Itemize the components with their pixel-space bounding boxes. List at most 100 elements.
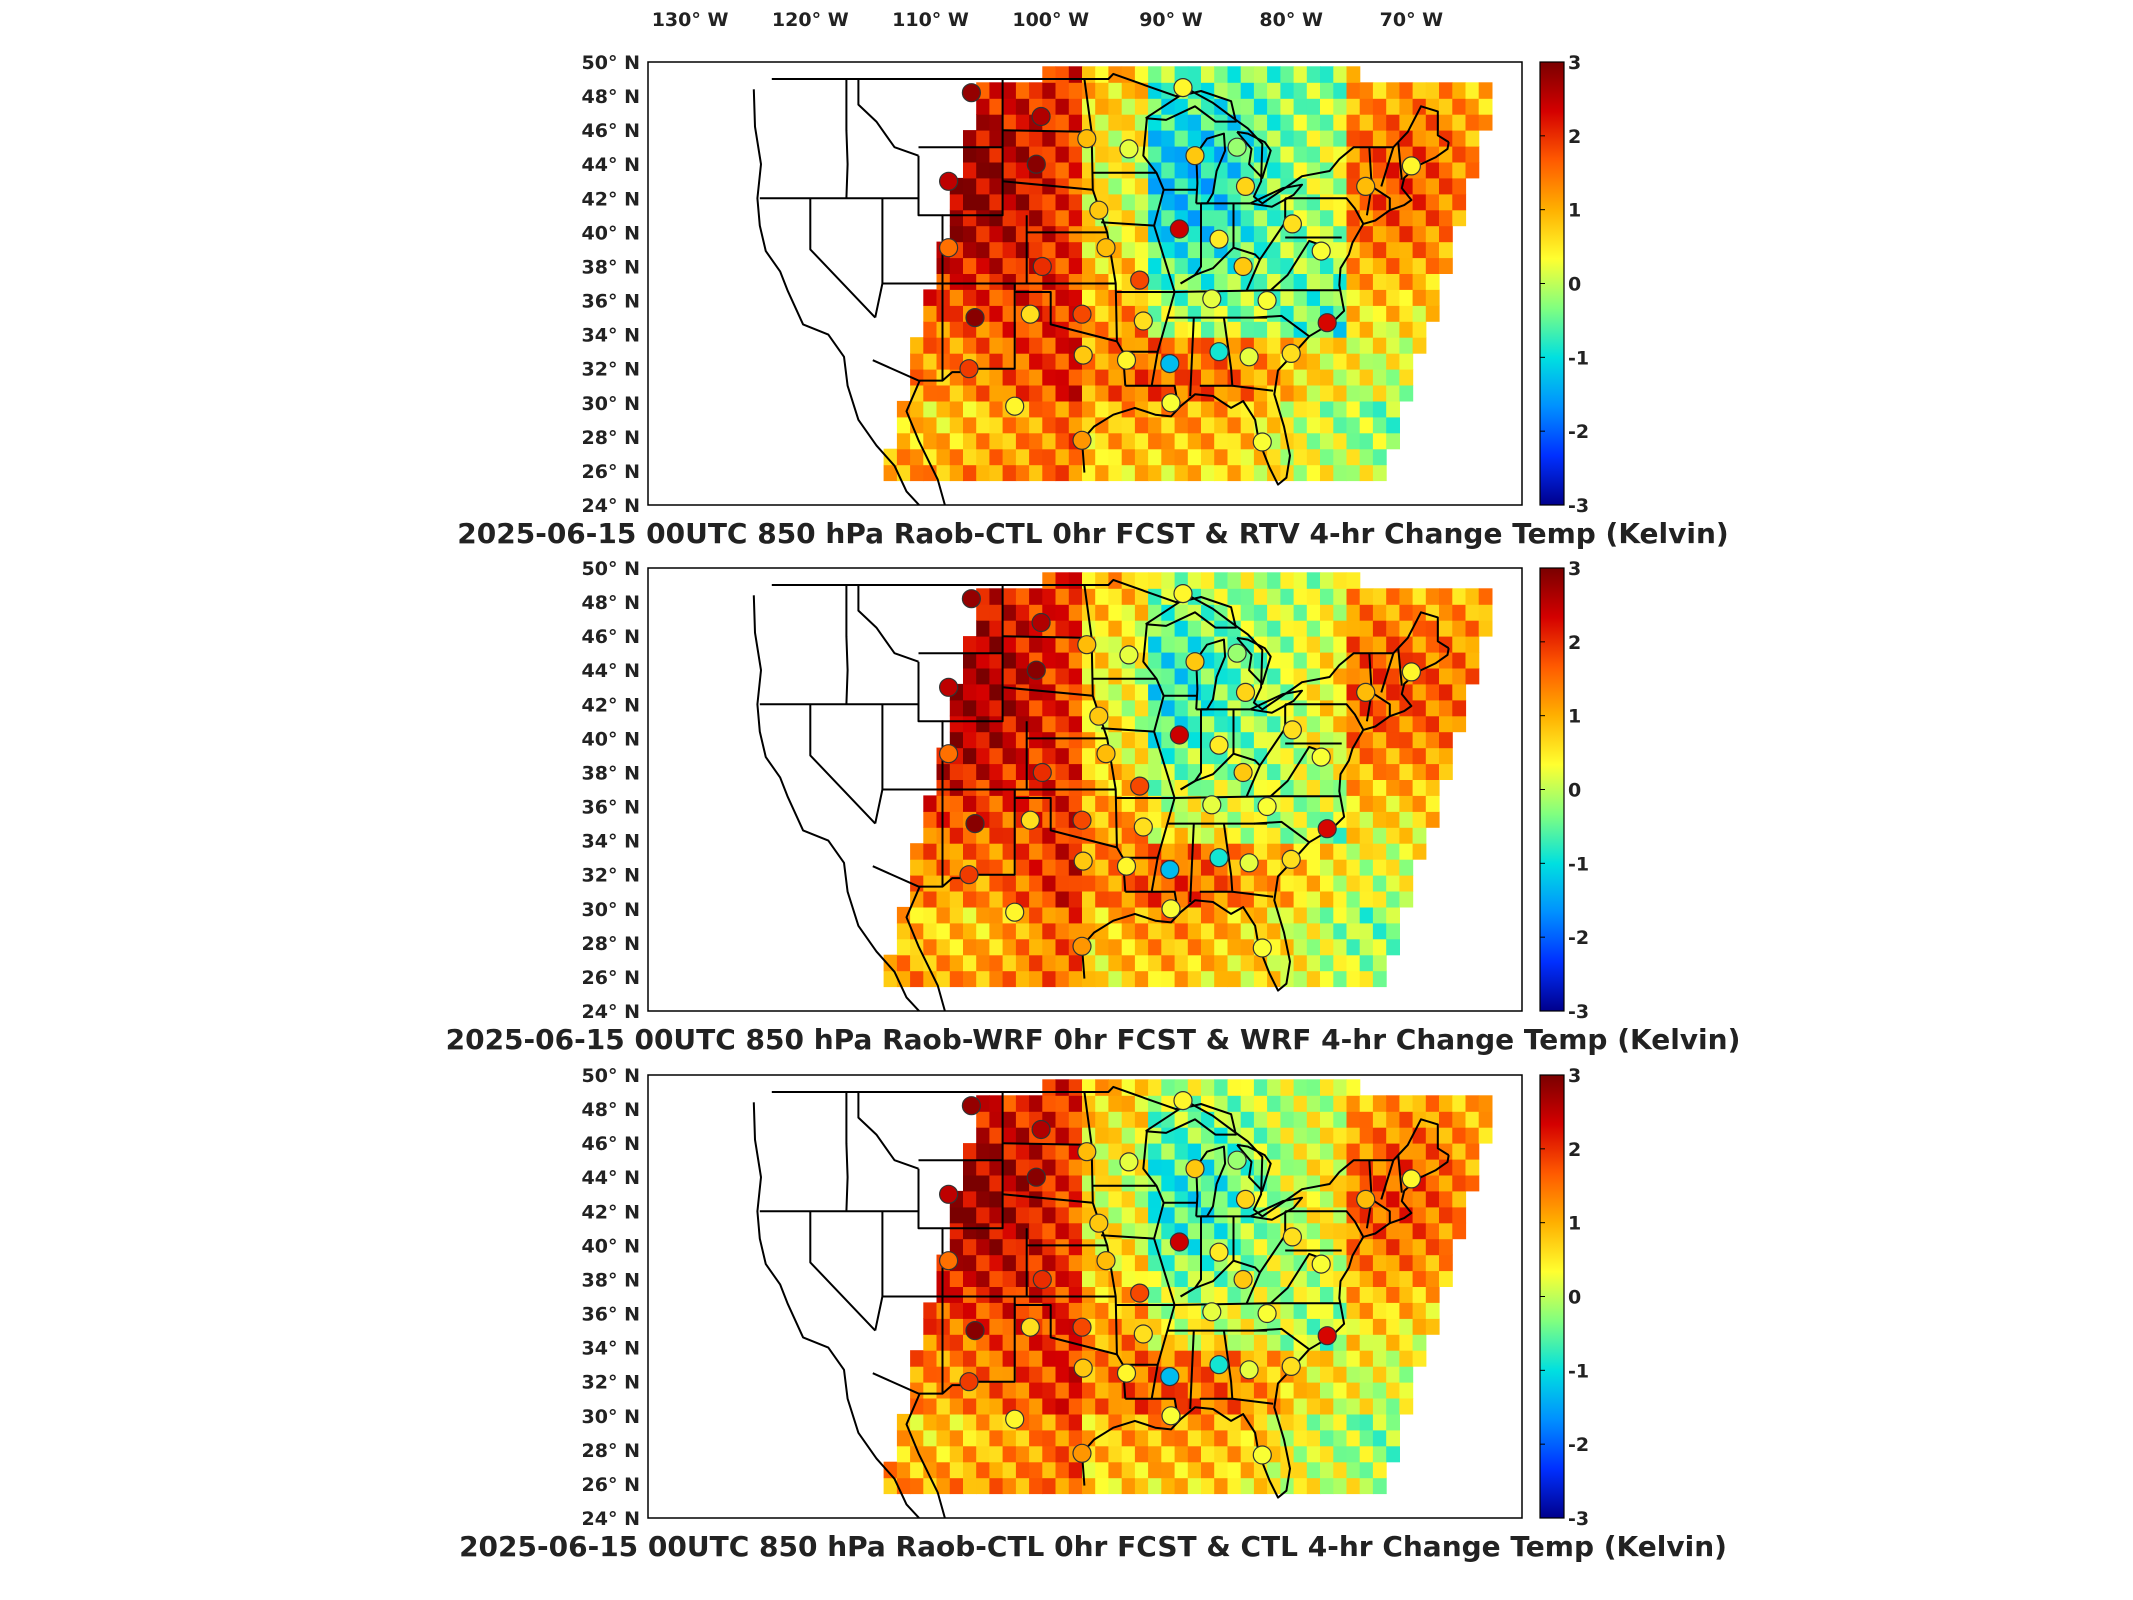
latitude-axis-labels: 50° N 48° N 46° N 44° N 42° N 40° N 38° N 36° N… [582,52,640,517]
raob-station-marker [1252,938,1272,958]
longitude-axis-labels: 130° W 120° W 110° W 100° W 90° W 80° W 70° W [652,9,1443,31]
colorbar: 3 2 1 0 -1 -2 -3 [1539,1065,1589,1530]
raob-station-marker [1160,859,1180,880]
latitude-label: 50° N [582,558,640,580]
raob-station-marker [1072,304,1092,324]
raob-station-marker [1252,432,1272,452]
raob-station-marker [1169,725,1190,745]
raob-station-marker [961,83,982,103]
raob-station-marker [1020,810,1040,830]
raob-station-marker [1073,851,1093,871]
raob-station-marker [1233,256,1253,277]
raob-station-marker [1173,77,1193,98]
raob-station-marker [1133,311,1153,331]
latitude-label: 30° N [582,1406,640,1428]
raob-station-marker [1133,817,1153,837]
colorbar-tick-label: 2 [1568,1139,1581,1161]
latitude-label: 38° N [582,763,640,785]
raob-station-marker [1257,796,1277,817]
raob-station-marker [1133,1324,1153,1344]
raob-station-marker [1317,313,1337,333]
raob-station-marker [1235,176,1256,196]
latitude-label: 32° N [582,359,640,381]
raob-station-marker [1356,1189,1376,1210]
latitude-label: 24° N [582,495,640,517]
map-frame [647,567,1523,1012]
raob-station-marker [1116,856,1137,876]
raob-station-marker [1185,146,1205,166]
raob-station-marker [1209,229,1229,249]
latitude-label: 24° N [582,1508,640,1530]
raob-station-marker [1077,129,1097,149]
raob-station-marker [1235,1189,1256,1210]
raob-station-marker [1185,652,1205,672]
colorbar-tick-label: 0 [1568,274,1581,296]
raob-station-marker [1202,1302,1222,1322]
colorbar-tick-label: -2 [1568,927,1589,949]
latitude-label: 34° N [582,325,640,347]
raob-station-marker [1119,139,1139,159]
raob-station-marker [1161,393,1181,413]
raob-station-marker [1032,256,1052,277]
latitude-label: 44° N [582,154,640,176]
raob-station-marker [1026,1167,1046,1187]
raob-station-marker [1233,762,1253,783]
raob-station-marker [1032,1269,1052,1290]
colorbar-tick-label: -3 [1568,1001,1589,1023]
colorbar-tick-label: 2 [1568,632,1581,654]
raob-station-marker [959,1372,979,1392]
longitude-label: 130° W [652,9,729,31]
map-frame [647,1074,1523,1519]
raob-station-marker [1281,849,1301,870]
raob-station-marker [1077,1142,1097,1162]
raob-station-marker [1169,1232,1190,1252]
raob-station-marker [1252,1445,1272,1465]
raob-station-marker [1282,214,1303,234]
colorbar-tick-label: -1 [1568,1360,1589,1382]
raob-station-marker [959,865,979,885]
raob-station-marker [1281,1356,1301,1377]
map-panel-rtv: 50° N 48° N 46° N 44° N 42° N 40° N 38° N 36° N… [457,52,1728,550]
raob-station-marker [1239,853,1259,873]
raob-station-marker [1161,899,1181,919]
raob-station-marker [1089,706,1109,726]
raob-station-marker [938,1184,959,1204]
raob-station-marker [1281,343,1301,363]
raob-station-marker [1173,1090,1193,1111]
latitude-label: 40° N [582,222,640,244]
raob-station-marker [1072,1443,1092,1463]
colorbar-tick-label: 1 [1568,1213,1581,1235]
raob-station-marker [1173,583,1193,604]
raob-station-marker [1401,1169,1422,1189]
raob-station-marker [1089,200,1109,220]
raob-stations [938,77,1422,452]
latitude-label: 32° N [582,1372,640,1394]
raob-station-marker [1031,106,1051,127]
raob-station-marker [1005,902,1025,922]
map-panels: 50° N 48° N 46° N 44° N 42° N 40° N 38° N 36° N… [446,52,1741,1563]
longitude-label: 100° W [1012,9,1089,31]
longitude-label: 120° W [772,9,849,31]
raob-station-marker [1317,1326,1337,1346]
raob-station-marker [1096,238,1116,258]
colorbar-tick-label: 2 [1568,126,1581,148]
raob-station-marker [1239,1360,1259,1380]
raob-station-marker [1031,1119,1051,1140]
longitude-label: 110° W [892,9,969,31]
raob-station-marker [1020,304,1040,324]
raob-station-marker [1160,1366,1180,1387]
latitude-label: 34° N [582,1338,640,1360]
latitude-label: 42° N [582,188,640,210]
colorbar-tick-label: 3 [1568,1065,1581,1087]
raob-station-marker [1096,744,1116,764]
map-panel-wrf: 50° N 48° N 46° N 44° N 42° N 40° N 38° N 36° N… [446,558,1741,1056]
raob-station-marker [1227,1150,1247,1170]
raob-station-marker [1233,1269,1253,1290]
raob-station-marker [1005,1409,1025,1429]
raob-station-marker [1077,635,1097,655]
latitude-label: 30° N [582,899,640,921]
raob-station-marker [1096,1251,1116,1271]
latitude-label: 44° N [582,660,640,682]
raob-station-marker [1311,241,1331,261]
raob-station-marker [1073,1358,1093,1378]
